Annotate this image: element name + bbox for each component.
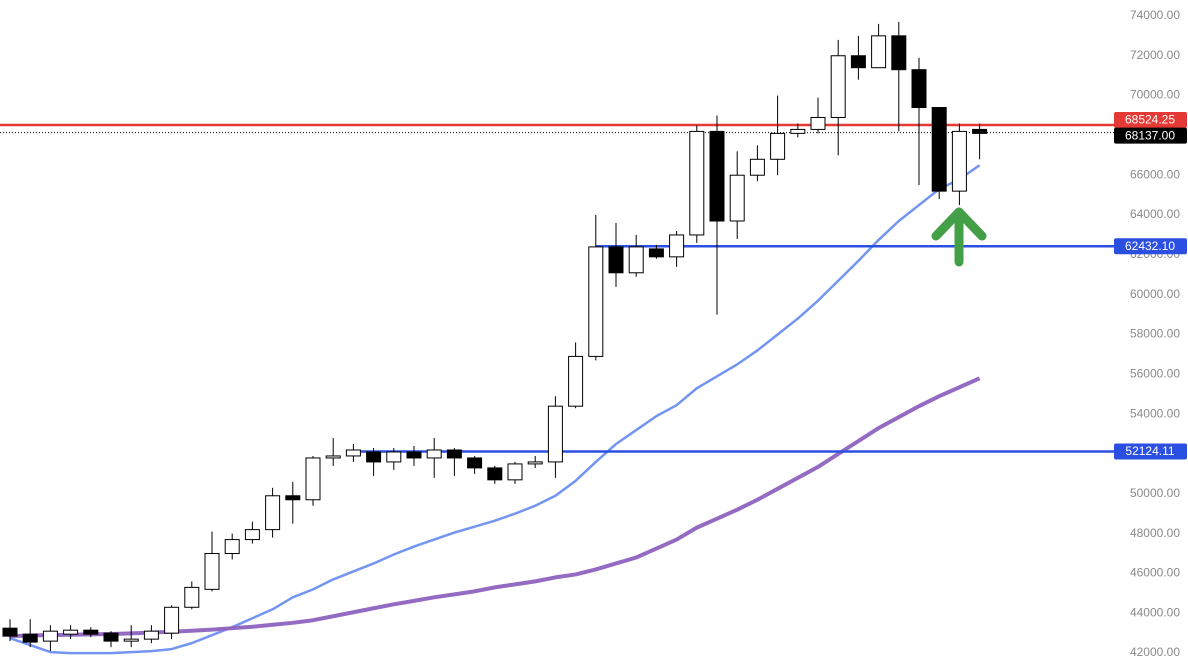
candle-body bbox=[244, 529, 260, 541]
candle-body bbox=[972, 128, 988, 134]
y-tick-label: 54000.00 bbox=[1130, 406, 1180, 420]
candle-body bbox=[325, 455, 341, 459]
candle-body bbox=[931, 107, 947, 192]
y-tick-label: 72000.00 bbox=[1130, 48, 1180, 62]
y-tick-label: 44000.00 bbox=[1130, 605, 1180, 619]
candle-body bbox=[184, 586, 200, 608]
candle-body bbox=[891, 35, 907, 71]
candle-body bbox=[770, 132, 786, 160]
price-level-label: 52124.11 bbox=[1125, 444, 1174, 458]
price-level-badge bbox=[1114, 111, 1187, 128]
candle-body bbox=[446, 449, 462, 459]
candle-body bbox=[669, 234, 685, 258]
candle-body bbox=[951, 130, 967, 192]
price-level-badge bbox=[1114, 127, 1187, 144]
candle-body bbox=[103, 632, 119, 642]
price-level-label: 68524.25 bbox=[1125, 113, 1175, 127]
y-tick-label: 66000.00 bbox=[1130, 167, 1180, 181]
candle-body bbox=[305, 457, 321, 501]
y-tick-label: 42000.00 bbox=[1130, 645, 1180, 659]
y-tick-label: 56000.00 bbox=[1130, 366, 1180, 380]
price-level-label: 62432.10 bbox=[1125, 239, 1175, 253]
price-level-badge bbox=[1114, 238, 1187, 255]
candle-body bbox=[749, 158, 765, 176]
candle-body bbox=[285, 495, 301, 501]
candle-body bbox=[709, 130, 725, 222]
y-tick-label: 48000.00 bbox=[1130, 526, 1180, 540]
candle-body bbox=[406, 451, 422, 459]
candle-body bbox=[547, 405, 563, 463]
candle-body bbox=[871, 35, 887, 69]
y-tick-label: 46000.00 bbox=[1130, 566, 1180, 580]
candle-body bbox=[689, 130, 705, 236]
y-tick-label: 50000.00 bbox=[1130, 486, 1180, 500]
candle-body bbox=[588, 246, 604, 357]
y-tick-label: 74000.00 bbox=[1130, 8, 1180, 22]
candle-body bbox=[426, 449, 442, 459]
candle-body bbox=[507, 463, 523, 481]
candle-body bbox=[63, 629, 79, 635]
candle-body bbox=[911, 69, 927, 109]
candle-body bbox=[790, 128, 806, 134]
moving-average bbox=[9, 164, 981, 655]
candle-body bbox=[2, 627, 18, 637]
candle-body bbox=[467, 457, 483, 469]
y-tick-label: 64000.00 bbox=[1130, 207, 1180, 221]
price-level-label: 68137.00 bbox=[1125, 128, 1175, 142]
candle-body bbox=[487, 467, 503, 481]
y-tick-label: 60000.00 bbox=[1130, 287, 1180, 301]
candle-body bbox=[810, 116, 826, 130]
candle-body bbox=[265, 495, 281, 531]
candle-body bbox=[366, 451, 382, 463]
candle-body bbox=[42, 630, 58, 642]
candle-body bbox=[224, 539, 240, 555]
candle-body bbox=[729, 174, 745, 222]
candle-body bbox=[527, 461, 543, 465]
candle-body bbox=[83, 629, 99, 635]
candle-body bbox=[568, 355, 584, 407]
candle-body bbox=[143, 630, 159, 640]
candle-body bbox=[850, 55, 866, 69]
candle-body bbox=[648, 248, 664, 258]
candle-body bbox=[345, 449, 361, 457]
candle-body bbox=[123, 638, 139, 642]
price-level-badge bbox=[1114, 443, 1187, 460]
candle-body bbox=[164, 606, 180, 634]
candle-body bbox=[204, 553, 220, 590]
candle-body bbox=[22, 633, 38, 643]
candle-body bbox=[608, 246, 624, 274]
candle-body bbox=[830, 55, 846, 118]
moving-average bbox=[9, 376, 981, 639]
y-tick-label: 70000.00 bbox=[1130, 88, 1180, 102]
y-tick-label: 58000.00 bbox=[1130, 327, 1180, 341]
candle-body bbox=[386, 451, 402, 463]
candle-body bbox=[628, 246, 644, 274]
annotation-arrow bbox=[931, 207, 987, 267]
